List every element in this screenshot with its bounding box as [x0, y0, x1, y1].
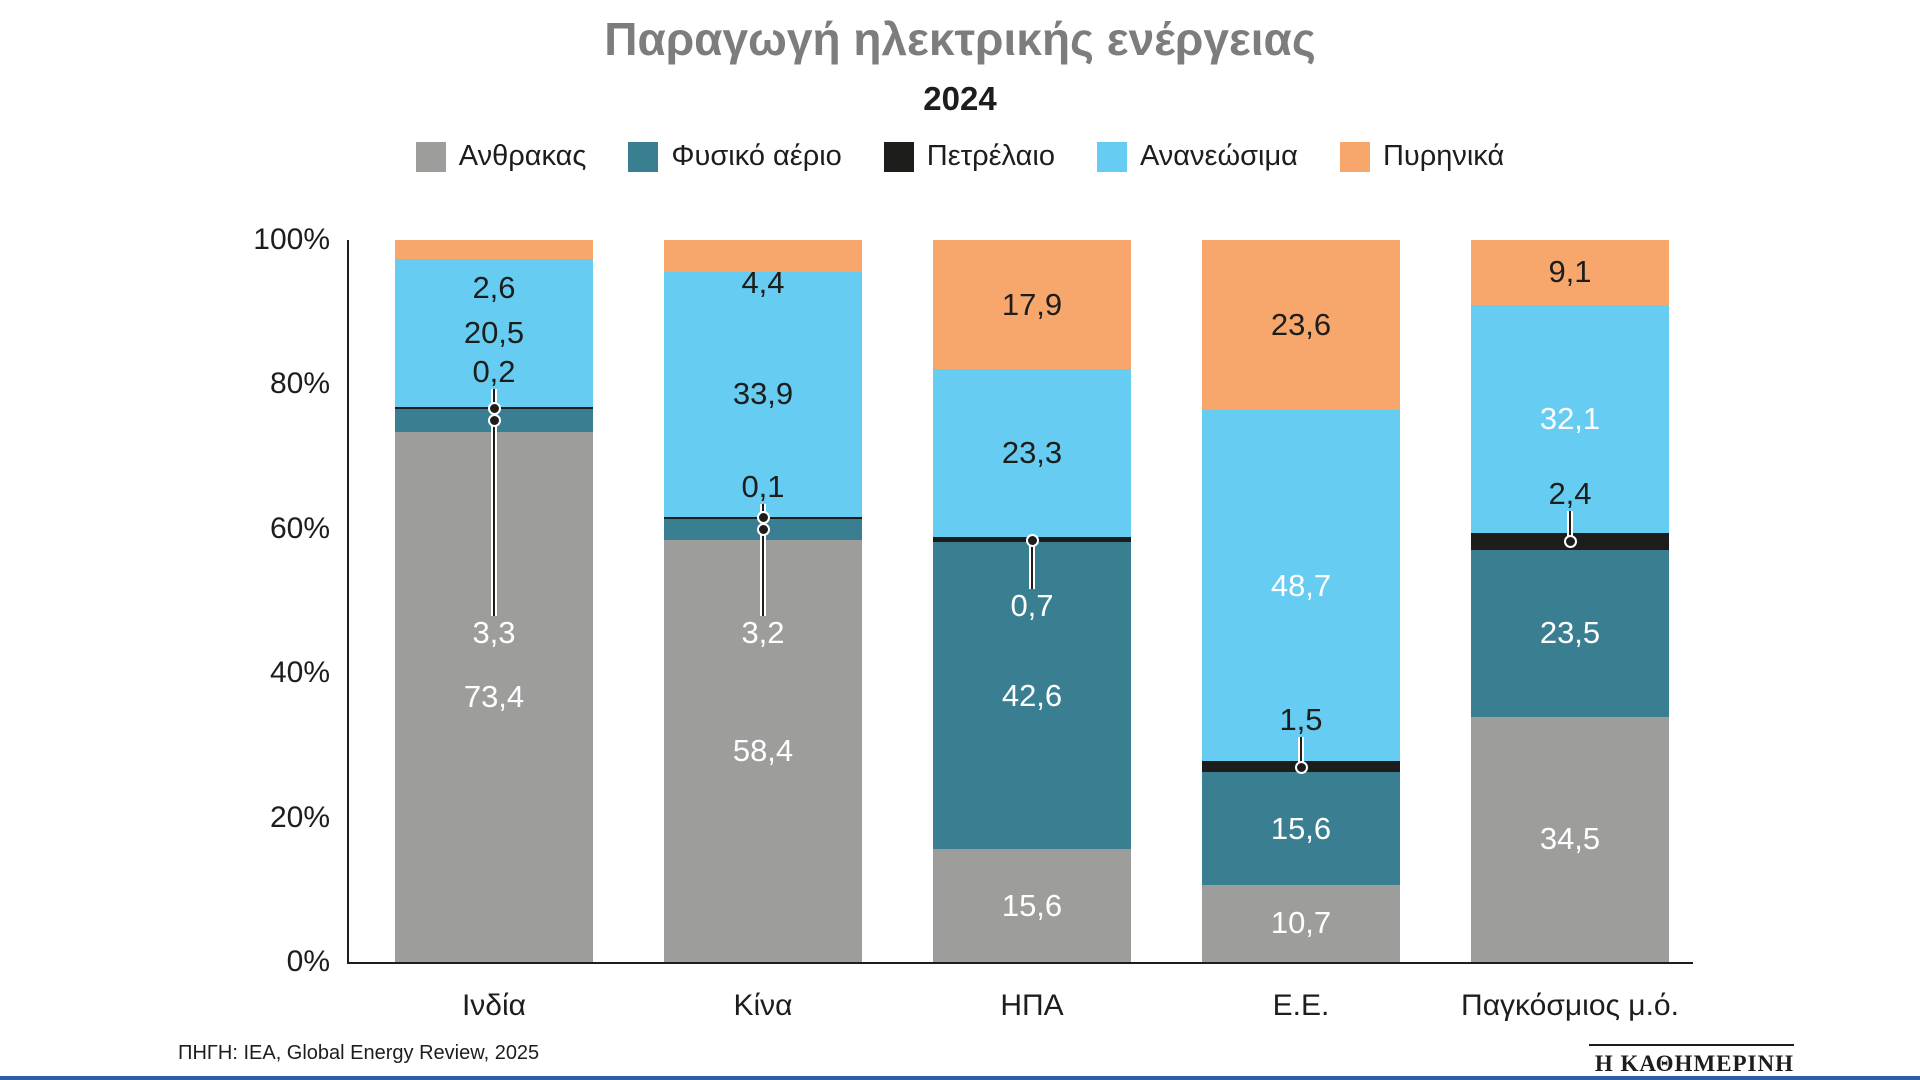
source-note: ΠΗΓΗ: IEA, Global Energy Review, 2025 — [178, 1042, 540, 1064]
y-axis-tick-label: 80% — [269, 367, 330, 401]
bar-segment — [1471, 549, 1669, 717]
segment-value-label: 9,1 — [1548, 254, 1592, 290]
segment-value-label: 4,4 — [741, 265, 785, 300]
x-axis-category-label: Παγκόσμιος μ.ό. — [1461, 989, 1679, 1022]
x-axis-category-label: Ε.Ε. — [1272, 989, 1330, 1022]
bar-segment — [1471, 304, 1669, 533]
legend-swatch — [415, 141, 446, 172]
leader-line — [760, 528, 766, 616]
legend-item-4: Πυρηνικά — [1339, 140, 1505, 173]
bar-segment — [933, 849, 1131, 962]
segment-value-label: 15,6 — [1001, 887, 1063, 923]
segment-value-label: 20,5 — [463, 314, 525, 350]
segment-value-label: 15,6 — [1270, 810, 1332, 846]
bar-segment — [1202, 884, 1400, 962]
publisher-logo: Η ΚΑΘΗΜΕΡΙΝΗ — [1589, 1044, 1794, 1077]
bar-segment — [1471, 716, 1669, 962]
legend-item-0: Ανθρακας — [415, 140, 587, 173]
legend-swatch — [628, 141, 659, 172]
segment-value-label: 17,9 — [1001, 286, 1063, 322]
legend-item-3: Ανανεώσιμα — [1096, 140, 1298, 173]
leader-dot — [1564, 535, 1577, 549]
y-axis-tick-label: 100% — [253, 223, 330, 256]
chart-title: Παραγωγή ηλεκτρικής ενέργειας — [604, 13, 1316, 65]
leader-dot — [757, 522, 770, 536]
leader-dot — [757, 510, 770, 524]
segment-value-label: 23,6 — [1270, 307, 1332, 343]
segment-value-label: 0,2 — [472, 354, 516, 389]
legend-label: Ανθρακας — [458, 140, 587, 172]
segment-value-label: 0,7 — [1010, 588, 1054, 623]
leader-line — [1567, 511, 1573, 542]
legend-swatch — [1096, 141, 1127, 172]
y-axis-line — [347, 240, 349, 964]
leader-dot — [488, 414, 501, 428]
segment-value-label: 48,7 — [1270, 567, 1332, 603]
segment-value-label: 3,3 — [472, 615, 516, 650]
segment-value-label: 10,7 — [1270, 905, 1332, 941]
y-axis-tick-label: 40% — [269, 656, 330, 690]
y-axis-tick-label: 0% — [286, 945, 330, 978]
leader-line — [760, 504, 766, 517]
leader-dot — [1295, 760, 1308, 774]
bar-segment — [933, 369, 1131, 538]
segment-value-label: 73,4 — [463, 679, 525, 715]
segment-value-label: 23,5 — [1539, 615, 1601, 651]
leader-line — [1029, 539, 1035, 589]
segment-value-label: 34,5 — [1539, 821, 1601, 857]
bar-segment — [395, 258, 593, 407]
segment-value-label: 42,6 — [1001, 677, 1063, 713]
leader-dot — [488, 401, 501, 415]
chart-subtitle: 2024 — [923, 80, 997, 117]
bar-segment — [1202, 240, 1400, 411]
legend-label: Πετρέλαιο — [926, 140, 1055, 172]
segment-value-label: 2,4 — [1548, 476, 1592, 511]
segment-value-label: 32,1 — [1539, 400, 1601, 436]
bar-segment — [1202, 410, 1400, 762]
x-axis-category-label: ΗΠΑ — [1000, 989, 1064, 1022]
bar-segment — [933, 240, 1131, 370]
x-axis-category-label: Ινδία — [461, 989, 527, 1022]
bar-segment — [395, 240, 593, 259]
legend-swatch — [883, 141, 914, 172]
segment-value-label: 2,6 — [472, 270, 516, 305]
legend-item-1: Φυσικό αέριο — [628, 140, 842, 173]
leader-line — [491, 420, 497, 616]
publisher-logo-text: Η ΚΑΘΗΜΕΡΙΝΗ — [1594, 1051, 1794, 1076]
bar-segment — [1202, 772, 1400, 885]
x-axis-category-label: Κίνα — [733, 989, 793, 1022]
legend-label: Ανανεώσιμα — [1139, 140, 1298, 172]
leader-line — [491, 389, 497, 408]
bar-segment — [664, 271, 862, 517]
legend-label: Πυρηνικά — [1382, 140, 1505, 172]
segment-value-label: 33,9 — [732, 376, 794, 412]
x-axis-line — [347, 962, 1693, 964]
bar-segment — [1471, 240, 1669, 305]
leader-line — [1298, 737, 1304, 767]
y-axis-tick-label: 60% — [269, 511, 330, 545]
legend-label: Φυσικό αέριο — [671, 140, 842, 172]
segment-value-label: 23,3 — [1001, 435, 1063, 471]
segment-value-label: 1,5 — [1279, 702, 1323, 737]
segment-value-label: 58,4 — [732, 733, 794, 769]
bottom-accent-line — [0, 1076, 1920, 1080]
bar-segment — [933, 542, 1131, 850]
segment-value-label: 0,1 — [741, 469, 785, 504]
bar-segment — [664, 240, 862, 272]
chart-legend: Ανθρακας Φυσικό αέριο Πετρέλαιο Ανανεώσιμα Π… — [0, 140, 1920, 173]
legend-swatch — [1339, 141, 1370, 172]
leader-dot — [1026, 533, 1039, 547]
y-axis-tick-label: 20% — [269, 800, 330, 834]
legend-item-2: Πετρέλαιο — [883, 140, 1055, 173]
segment-value-label: 3,2 — [741, 615, 785, 650]
